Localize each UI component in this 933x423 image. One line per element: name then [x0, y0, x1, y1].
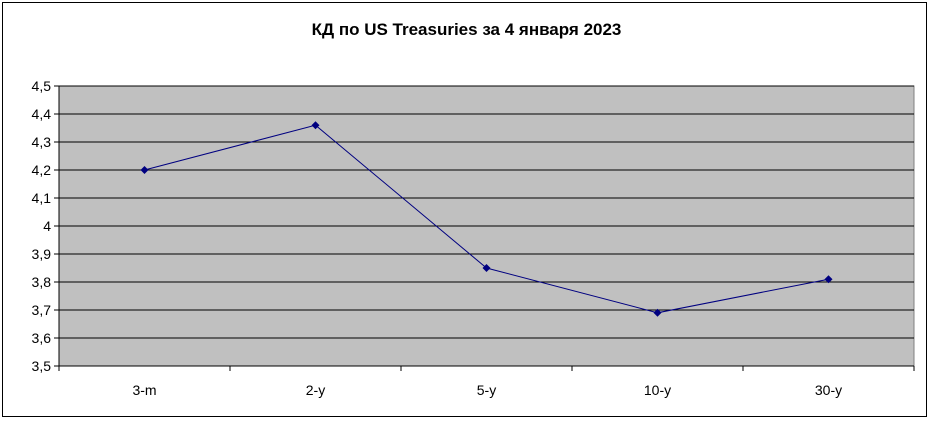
data-point [311, 121, 320, 130]
y-tick-label: 4,5 [32, 78, 52, 94]
x-axis-ticks: 3-m 2-y 5-y 10-y 30-y [58, 366, 915, 398]
gridlines [59, 85, 914, 339]
x-tick-label: 30-y [815, 382, 842, 398]
x-tick-label: 10-y [644, 382, 671, 398]
y-tick-label: 4,3 [32, 134, 52, 150]
y-tick-label: 3,8 [32, 274, 52, 290]
chart-title: КД по US Treasuries за 4 января 2023 [311, 20, 622, 39]
x-tick-label: 2-y [306, 382, 325, 398]
y-tick-label: 3,7 [32, 302, 52, 318]
y-tick-label: 3,9 [32, 246, 52, 262]
y-tick-label: 4,1 [32, 190, 52, 206]
x-tick-label: 3-m [132, 382, 156, 398]
y-tick-label: 3,6 [32, 330, 52, 346]
data-point [824, 275, 833, 284]
x-tick-label: 5-y [477, 382, 496, 398]
y-axis-ticks: 3,5 3,6 3,7 3,8 3,9 4 4,1 4,2 4,3 4,4 4,5 [32, 78, 59, 374]
series-group [140, 121, 833, 317]
data-point [140, 166, 149, 174]
y-tick-label: 4,2 [32, 162, 52, 178]
y-tick-label: 4 [43, 218, 51, 234]
y-tick-label: 4,4 [32, 106, 52, 122]
data-point [653, 308, 662, 317]
y-tick-label: 3,5 [32, 358, 52, 374]
data-point [482, 264, 491, 272]
